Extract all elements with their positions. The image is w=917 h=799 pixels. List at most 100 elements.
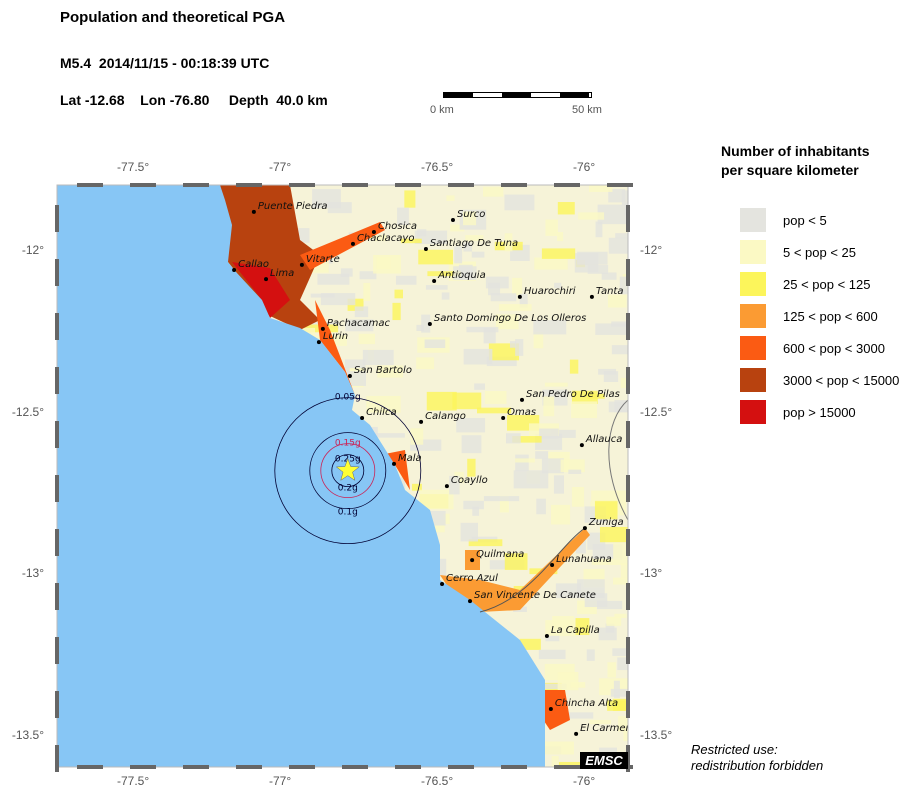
population-cell [620, 377, 628, 389]
population-cell [509, 341, 517, 348]
frame-tick [55, 367, 59, 394]
note-line2: redistribution forbidden [691, 758, 824, 773]
lon-tick-label: -77.5° [117, 160, 150, 174]
population-cell [607, 662, 616, 678]
frame-tick [626, 367, 630, 394]
lat-tick-label: -13° [21, 566, 44, 580]
population-cell [366, 395, 401, 413]
boundary-line [608, 399, 628, 521]
city-label: El Carmen [580, 723, 632, 734]
city-marker [423, 247, 428, 252]
city-label: Cerro Azul [446, 573, 498, 584]
frame-tick [55, 313, 59, 340]
frame-tick [130, 183, 156, 187]
population-cell [598, 368, 617, 375]
population-cell [541, 458, 564, 474]
city-marker [550, 562, 555, 567]
city-marker [251, 209, 256, 214]
city-label: San Bartolo [354, 365, 412, 376]
city-label: Chaclacayo [357, 233, 415, 244]
population-cell [538, 649, 566, 660]
population-cell [450, 224, 465, 232]
population-cell [411, 483, 422, 491]
population-cell [615, 233, 628, 239]
pga-label: 0.1g [338, 508, 358, 518]
population-cell [484, 391, 507, 404]
population-cell [486, 356, 517, 367]
event-info: M5.4 2014/11/15 - 00:18:39 UTC [60, 55, 270, 71]
population-cell [519, 638, 541, 650]
lat-tick-label: -12.5° [11, 404, 44, 419]
population-cell [623, 727, 628, 742]
location-info: Lat -12.68 Lon -76.80 Depth 40.0 km [60, 92, 328, 108]
population-cell [377, 365, 403, 378]
population-cell [463, 211, 477, 226]
population-cell [545, 635, 560, 642]
city-marker [350, 241, 355, 246]
city-label: Zuniga [588, 517, 624, 528]
population-cell [551, 429, 576, 438]
city-marker [427, 321, 432, 326]
legend-label: 25 < pop < 125 [783, 277, 871, 292]
city-label: Calango [425, 411, 466, 422]
frame-tick [554, 765, 580, 769]
city-label: Callao [238, 259, 269, 270]
city-marker [347, 374, 352, 379]
lon-tick-label: -76.5° [421, 160, 454, 174]
population-cell [535, 451, 549, 459]
legend-label: 600 < pop < 3000 [783, 341, 885, 356]
scale-end: 50 km [572, 104, 602, 116]
population-cell [584, 593, 608, 608]
map-title: Population and theoretical PGA [60, 9, 286, 26]
population-cell [397, 207, 409, 225]
population-cell [541, 248, 576, 259]
frame-tick [501, 765, 527, 769]
frame-tick [448, 183, 474, 187]
population-cell [513, 470, 549, 489]
frame-tick [236, 183, 262, 187]
population-cell [454, 246, 463, 264]
frame-tick [626, 691, 630, 718]
population-cell [541, 741, 574, 755]
city-label: Antioquia [437, 270, 486, 281]
population-cell [571, 487, 585, 507]
population-cell [543, 396, 555, 417]
population-cell [568, 469, 582, 474]
city-label: Lima [270, 268, 294, 279]
population-cell [320, 293, 356, 306]
lon-tick-label: -77° [269, 774, 292, 788]
population-area [440, 528, 590, 612]
frame-tick [236, 765, 262, 769]
population-cell [589, 719, 612, 725]
frame-tick [626, 637, 630, 664]
legend-label: pop < 5 [783, 213, 827, 228]
population-cell [483, 496, 520, 502]
population-cell [465, 235, 484, 241]
frame-tick [55, 691, 59, 718]
population-cell [612, 577, 628, 585]
frame-tick [289, 765, 315, 769]
frame-tick [607, 183, 633, 187]
population-cell [595, 221, 603, 238]
population-cell [354, 306, 369, 318]
population-cell [449, 475, 460, 495]
city-label: Chilca [366, 407, 397, 418]
city-marker [392, 461, 397, 466]
population-cell [587, 393, 605, 399]
population-cell [467, 458, 476, 477]
city-label: Lunahuana [556, 554, 612, 565]
city-label: La Capilla [551, 625, 600, 636]
legend-label: 5 < pop < 25 [783, 245, 857, 260]
frame-tick [626, 583, 630, 610]
frame-tick [55, 529, 59, 556]
frame-tick [395, 765, 421, 769]
city-marker [470, 558, 475, 563]
frame-tick [626, 205, 630, 232]
legend-swatch [740, 400, 766, 424]
population-cell [416, 324, 424, 332]
city-marker [320, 326, 325, 331]
city-label: Pachacamac [327, 318, 391, 329]
frame-tick [289, 183, 315, 187]
city-marker [589, 294, 594, 299]
